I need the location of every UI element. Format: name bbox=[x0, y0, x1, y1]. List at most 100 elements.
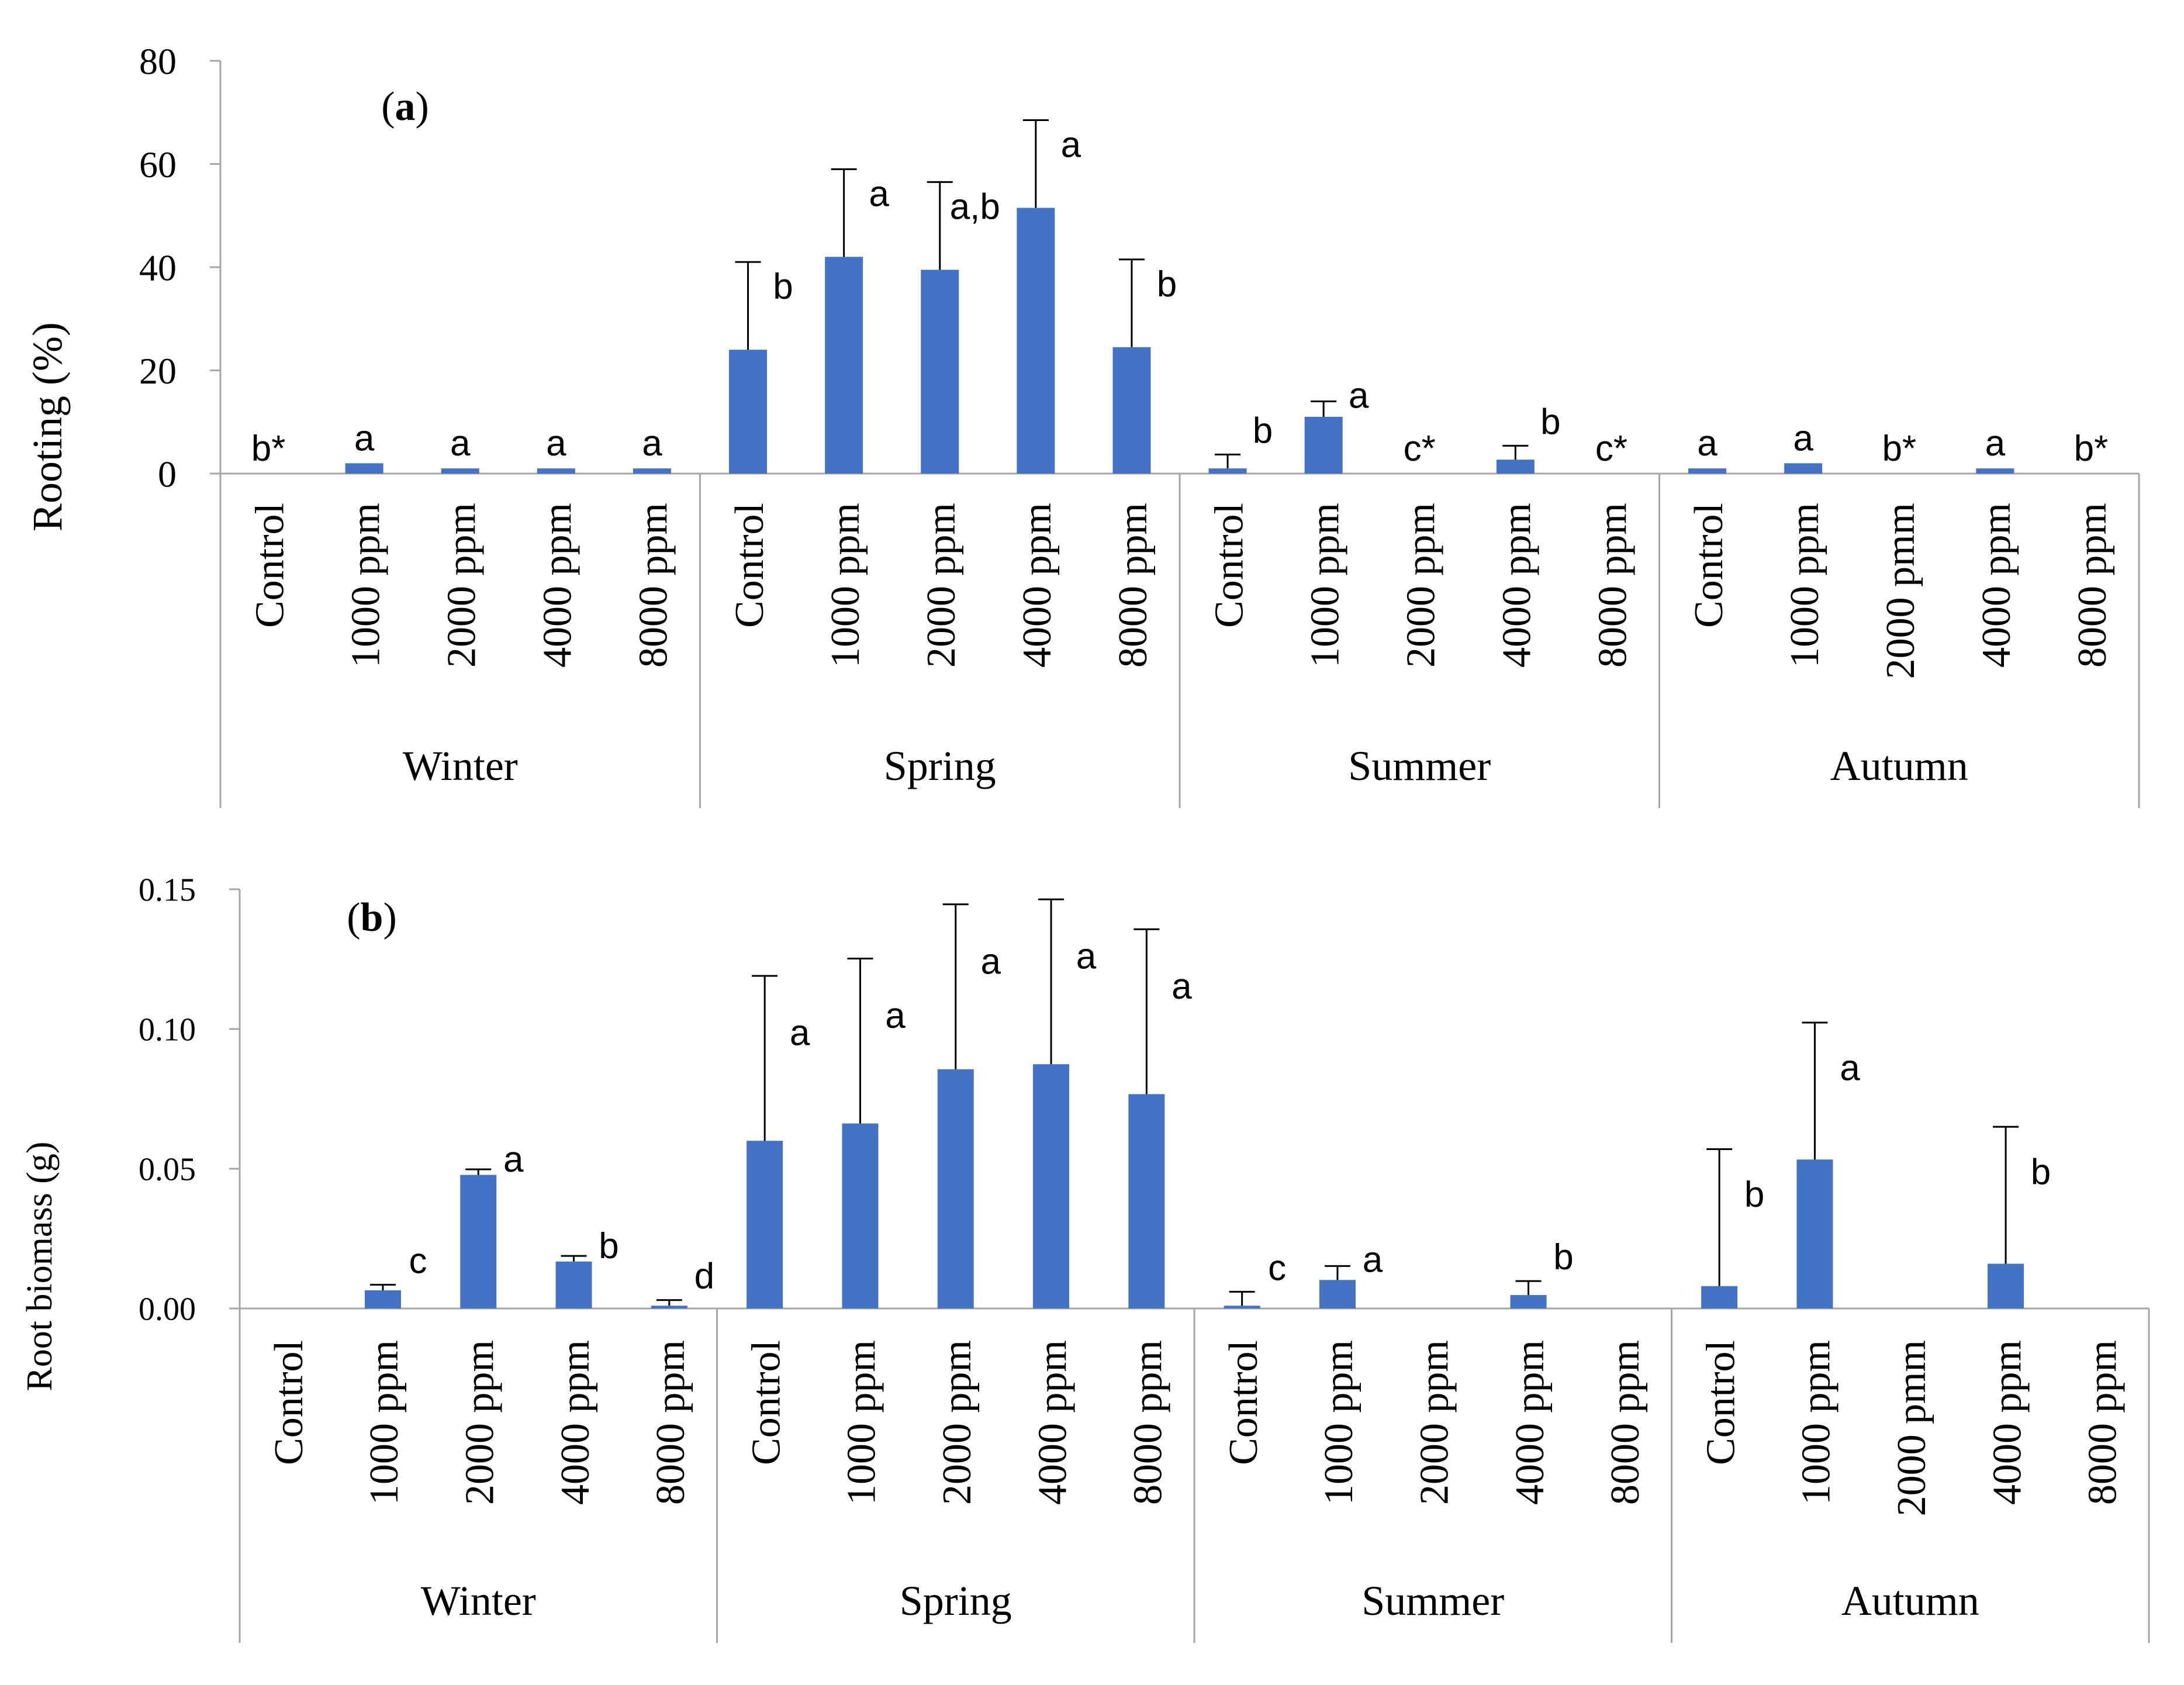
significance-letter: c bbox=[409, 1241, 427, 1281]
panel-label-letter: b bbox=[361, 895, 383, 940]
significance-letter: a bbox=[1363, 1239, 1383, 1280]
significance-letter: a bbox=[790, 1013, 810, 1054]
bar bbox=[1017, 208, 1055, 474]
category-label: 2000 ppm bbox=[457, 1340, 502, 1505]
y-tick-label: 60 bbox=[139, 144, 177, 185]
category-label: 8000 ppm bbox=[2081, 1340, 2126, 1505]
category-label: 1000 ppm bbox=[362, 1340, 407, 1505]
bar bbox=[921, 270, 959, 474]
significance-letter: d bbox=[694, 1256, 714, 1297]
category-label: 1000 ppm bbox=[1316, 1340, 1361, 1505]
significance-letter: a bbox=[1061, 125, 1081, 165]
bar bbox=[1510, 1295, 1547, 1308]
category-label: 8000 ppm bbox=[631, 503, 676, 668]
group-label: Autumn bbox=[1830, 743, 1968, 789]
significance-letter: b bbox=[1744, 1175, 1764, 1215]
y-tick-label: 80 bbox=[139, 40, 177, 82]
bar bbox=[651, 1306, 687, 1308]
bar bbox=[729, 350, 768, 474]
significance-letter: a bbox=[1349, 376, 1369, 416]
category-label: 8000 ppm bbox=[1603, 1340, 1648, 1505]
category-label: Control bbox=[1221, 1340, 1266, 1465]
significance-letter: a bbox=[1172, 966, 1192, 1007]
significance-letter: c bbox=[1268, 1248, 1286, 1288]
group-label: Summer bbox=[1348, 743, 1491, 789]
bar bbox=[537, 468, 575, 474]
significance-letter: c* bbox=[1595, 429, 1627, 469]
category-label: Control bbox=[1207, 503, 1252, 628]
category-label: 2000 pmm bbox=[1878, 503, 1923, 679]
category-label: 8000 ppm bbox=[1591, 503, 1636, 668]
bar bbox=[1796, 1159, 1833, 1308]
significance-letter: a bbox=[450, 423, 471, 464]
significance-letter: a bbox=[981, 941, 1001, 982]
category-label: 4000 ppm bbox=[1974, 503, 2019, 668]
significance-letter: b bbox=[1157, 264, 1177, 305]
bar bbox=[364, 1290, 401, 1308]
bar bbox=[825, 257, 863, 474]
significance-letter: a bbox=[642, 423, 662, 464]
bar bbox=[1304, 416, 1343, 474]
y-axis-title: Root biomass (g) bbox=[20, 1141, 60, 1391]
bar bbox=[1224, 1306, 1260, 1308]
category-label: 4000 ppm bbox=[1030, 1340, 1075, 1505]
significance-letter: b* bbox=[2074, 429, 2109, 469]
panel-label-letter: a bbox=[395, 84, 416, 129]
chart-rooting-percent: 0 20 40 60 80 Rooting (%) (a) Winter Spring Summe… bbox=[24, 40, 2140, 808]
bar bbox=[460, 1175, 497, 1308]
category-label: 2000 ppm bbox=[935, 1340, 980, 1505]
category-label: 1000 ppm bbox=[1782, 503, 1827, 668]
bar bbox=[1319, 1280, 1356, 1308]
panel-label: (a) bbox=[381, 84, 429, 129]
y-tick-label: 0.05 bbox=[139, 1152, 196, 1188]
bar bbox=[1208, 468, 1247, 474]
category-label: 4000 ppm bbox=[1495, 503, 1540, 668]
group-label: Spring bbox=[884, 743, 996, 789]
bar bbox=[1128, 1094, 1165, 1308]
y-tick-label: 20 bbox=[139, 350, 177, 392]
y-axis-title: Rooting (%) bbox=[24, 322, 71, 531]
bar bbox=[633, 468, 671, 474]
group-label: Autumn bbox=[1841, 1577, 1979, 1624]
category-label: Control bbox=[267, 1340, 312, 1465]
bar bbox=[937, 1069, 974, 1308]
group-label: Summer bbox=[1361, 1577, 1504, 1624]
significance-letter: a bbox=[503, 1140, 524, 1180]
category-label: 4000 ppm bbox=[1015, 503, 1060, 668]
significance-letter: b bbox=[773, 267, 793, 307]
significance-letter: b* bbox=[1882, 429, 1916, 469]
category-label: 2000 ppm bbox=[919, 503, 964, 668]
significance-letter: a bbox=[1793, 418, 1813, 458]
significance-letter: a bbox=[1985, 423, 2006, 464]
category-label: 1000 ppm bbox=[1794, 1340, 1839, 1505]
y-tick-label: 0.15 bbox=[139, 872, 196, 909]
significance-letter: b* bbox=[251, 429, 286, 469]
bar bbox=[747, 1141, 783, 1308]
bar bbox=[1976, 468, 2014, 474]
significance-letter: a bbox=[546, 423, 566, 464]
panel-label: (b) bbox=[347, 895, 397, 940]
chart-root-biomass: 0.00 0.05 0.10 0.15 Root biomass (g) (b) Winte… bbox=[20, 872, 2150, 1643]
significance-letter: a bbox=[1697, 423, 1718, 464]
significance-letter: b bbox=[599, 1226, 618, 1266]
bar bbox=[1033, 1064, 1070, 1308]
significance-letter: b bbox=[1540, 402, 1560, 442]
significance-letter: a bbox=[885, 996, 906, 1036]
category-label: Control bbox=[744, 1340, 789, 1465]
category-label: 2000 ppm bbox=[1412, 1340, 1457, 1505]
significance-letter: a bbox=[1076, 937, 1097, 977]
y-tick-label: 0 bbox=[158, 453, 177, 495]
significance-letter: c* bbox=[1404, 429, 1436, 469]
category-label: 2000 pmm bbox=[1889, 1340, 1934, 1516]
category-label: 1000 ppm bbox=[343, 503, 388, 668]
significance-letter: b bbox=[1553, 1237, 1573, 1277]
bar bbox=[1701, 1286, 1738, 1308]
bar bbox=[1496, 460, 1535, 474]
significance-letter: a bbox=[1840, 1048, 1860, 1088]
bar bbox=[1688, 468, 1727, 474]
significance-letter: b bbox=[1253, 410, 1273, 451]
y-tick-label: 0.00 bbox=[139, 1292, 196, 1328]
group-label: Winter bbox=[403, 743, 518, 789]
significance-letter: a bbox=[354, 418, 375, 458]
